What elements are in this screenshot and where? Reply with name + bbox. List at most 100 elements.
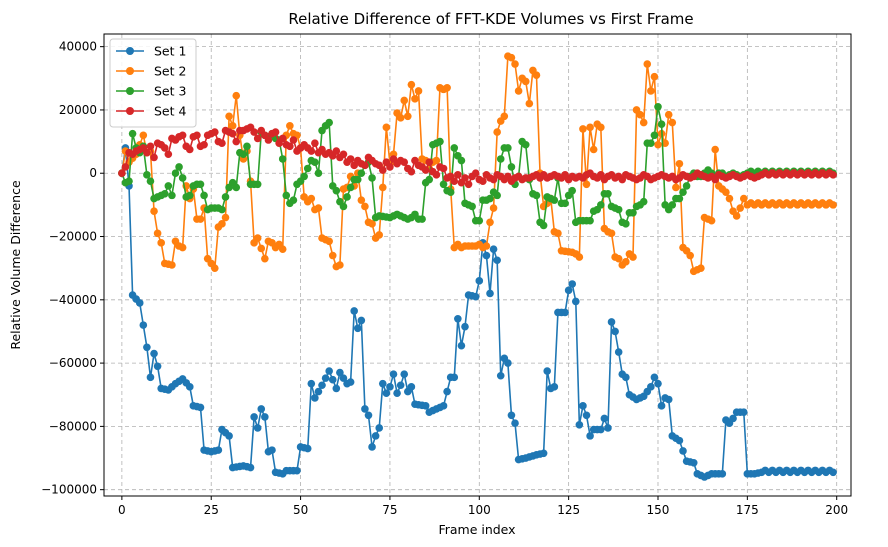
data-point xyxy=(382,123,391,132)
data-point xyxy=(185,191,194,200)
legend-marker xyxy=(126,87,134,95)
data-point xyxy=(421,402,430,410)
data-point xyxy=(314,169,323,178)
data-point xyxy=(253,424,262,432)
data-point xyxy=(582,180,591,189)
data-point xyxy=(614,254,623,263)
series-layer xyxy=(118,52,837,481)
data-point xyxy=(571,297,580,306)
data-point xyxy=(582,411,591,420)
data-point xyxy=(425,175,434,184)
data-point xyxy=(321,374,330,382)
data-point xyxy=(332,186,341,195)
data-point xyxy=(271,128,280,136)
data-point xyxy=(539,449,548,458)
data-point xyxy=(178,131,187,140)
data-point xyxy=(314,387,323,396)
data-point xyxy=(146,142,155,151)
data-point xyxy=(164,150,173,159)
data-point xyxy=(339,150,348,159)
data-point xyxy=(325,237,333,246)
data-point xyxy=(829,201,837,209)
data-point xyxy=(393,389,401,397)
data-point xyxy=(450,177,459,185)
data-point xyxy=(521,77,530,86)
data-point xyxy=(160,144,169,152)
data-point xyxy=(614,205,623,214)
data-point xyxy=(375,424,384,432)
data-point xyxy=(454,314,462,323)
data-point xyxy=(343,193,351,201)
data-point xyxy=(600,414,609,423)
y-axis-label: Relative Volume Difference xyxy=(8,180,23,350)
data-point xyxy=(318,381,326,390)
data-point xyxy=(168,261,176,269)
data-point xyxy=(143,343,151,352)
data-point xyxy=(664,110,673,119)
data-point xyxy=(368,443,376,451)
series-4 xyxy=(118,123,837,189)
x-tick-label: 50 xyxy=(293,503,308,517)
data-point xyxy=(554,229,562,238)
data-point xyxy=(432,171,441,179)
data-point xyxy=(647,87,655,95)
data-point xyxy=(654,102,662,111)
data-point xyxy=(146,373,155,382)
data-point xyxy=(150,207,158,216)
data-point xyxy=(622,258,630,266)
y-tick-label: −40000 xyxy=(49,293,97,307)
data-point xyxy=(407,167,416,176)
data-point xyxy=(650,131,659,140)
y-tick-label: 0 xyxy=(89,166,97,180)
data-point xyxy=(250,413,258,421)
data-point xyxy=(568,280,577,288)
data-point xyxy=(471,169,480,178)
data-point xyxy=(829,171,837,179)
data-point xyxy=(650,373,659,382)
data-point xyxy=(668,201,677,209)
data-point xyxy=(160,190,169,198)
data-point xyxy=(493,128,501,136)
data-point xyxy=(225,112,233,121)
data-point xyxy=(339,374,348,382)
data-point xyxy=(125,177,133,185)
data-point xyxy=(232,137,241,146)
data-point xyxy=(264,136,273,144)
data-point xyxy=(450,373,459,382)
data-point xyxy=(739,408,748,416)
data-point xyxy=(725,194,734,203)
data-point xyxy=(586,123,594,132)
data-point xyxy=(346,378,355,386)
x-tick-label: 175 xyxy=(736,503,759,517)
data-point xyxy=(286,142,294,151)
data-point xyxy=(468,202,476,211)
data-point xyxy=(268,446,276,454)
data-point xyxy=(507,53,516,62)
data-point xyxy=(386,163,394,171)
data-point xyxy=(396,381,405,390)
data-point xyxy=(400,96,409,105)
axis-layer: 0 25 50 75 100 125 150 175 200 −100000 −80000 −6000… xyxy=(41,40,848,517)
data-point xyxy=(278,245,287,253)
x-tick-label: 150 xyxy=(647,503,670,517)
data-point xyxy=(561,308,569,317)
data-point xyxy=(150,153,158,162)
data-point xyxy=(707,216,716,225)
data-point xyxy=(378,379,387,388)
data-point xyxy=(425,158,434,166)
legend-marker xyxy=(126,107,134,115)
data-point xyxy=(407,383,416,391)
data-point xyxy=(729,414,737,423)
data-point xyxy=(300,172,308,181)
data-point xyxy=(475,277,484,285)
data-point xyxy=(654,140,662,149)
data-point xyxy=(250,128,258,136)
data-point xyxy=(629,253,637,261)
data-point xyxy=(157,239,165,247)
data-point xyxy=(722,188,730,197)
data-point xyxy=(550,196,559,204)
data-point xyxy=(421,166,430,174)
data-point xyxy=(500,112,509,121)
data-point xyxy=(257,244,266,253)
data-point xyxy=(597,201,605,209)
